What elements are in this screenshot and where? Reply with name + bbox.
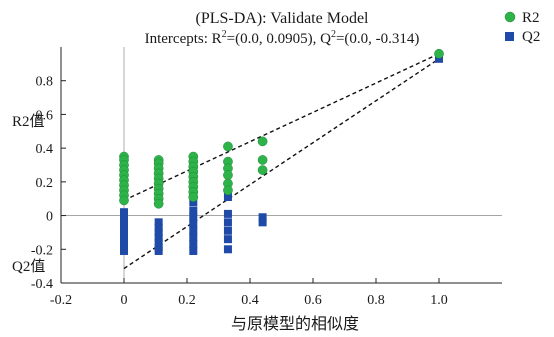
q2-point bbox=[154, 218, 163, 227]
q2-point bbox=[258, 213, 267, 222]
y-tick-label: -0.4 bbox=[31, 277, 53, 292]
q2-point bbox=[120, 223, 128, 232]
q2-point bbox=[154, 228, 163, 237]
y-tick-label: 0 bbox=[46, 210, 53, 225]
legend-q2-marker bbox=[505, 32, 514, 41]
q2-point bbox=[223, 193, 232, 202]
q2-point bbox=[189, 240, 198, 249]
fit-line-r2 bbox=[123, 53, 440, 201]
x-tick-label: 0 bbox=[121, 293, 128, 308]
subtitle-sup-1: 2 bbox=[222, 29, 227, 40]
q2-point bbox=[189, 220, 198, 228]
fit-line-q2 bbox=[123, 58, 440, 270]
y-axis-label-q2: Q2值 bbox=[12, 258, 45, 275]
q2-point bbox=[189, 226, 198, 235]
q2-point bbox=[189, 213, 198, 222]
q2-point bbox=[154, 223, 163, 232]
q2-point bbox=[120, 246, 128, 255]
q2-point bbox=[189, 233, 198, 242]
r2-point bbox=[257, 136, 268, 147]
r2-point bbox=[223, 185, 233, 196]
q2-point bbox=[223, 226, 232, 235]
q2-point bbox=[154, 233, 163, 242]
chart-title: (PLS-DA): Validate Model bbox=[195, 10, 369, 27]
legend-q2-label: Q2 bbox=[522, 29, 540, 45]
q2-point bbox=[435, 54, 443, 63]
subtitle-part-3: =(0.0, -0.314) bbox=[336, 31, 419, 47]
y-tick-label: 0.8 bbox=[36, 75, 54, 90]
x-tick-label: 1.0 bbox=[430, 293, 448, 308]
q2-point bbox=[223, 218, 232, 227]
r2-point bbox=[257, 155, 268, 165]
q2-point bbox=[120, 233, 128, 242]
legend-r2-label: R2 bbox=[522, 10, 540, 26]
q2-point bbox=[120, 238, 128, 247]
subtitle-sup-2: 2 bbox=[331, 29, 336, 40]
y-tick-label: -0.2 bbox=[31, 243, 53, 258]
q2-point bbox=[120, 208, 128, 217]
subtitle-part-2: =(0.0, 0.0905), Q bbox=[227, 31, 331, 47]
legend: R2 Q2 bbox=[504, 10, 540, 45]
y-axis-label-r2: R2值 bbox=[12, 113, 45, 130]
q2-point bbox=[120, 228, 128, 237]
subtitle-part-1: Intercepts: R bbox=[145, 31, 222, 47]
r2-point bbox=[188, 192, 199, 202]
chart-subtitle: Intercepts: R2=(0.0, 0.0905), Q2=(0.0, -… bbox=[145, 29, 420, 47]
r2-point bbox=[257, 165, 268, 175]
x-tick-label: 0.4 bbox=[241, 293, 259, 308]
q2-point bbox=[258, 218, 267, 227]
q2-point bbox=[223, 245, 232, 254]
q2-point bbox=[154, 246, 163, 255]
r2-point bbox=[153, 198, 164, 209]
q2-point bbox=[189, 246, 198, 255]
q2-point bbox=[223, 235, 232, 244]
q2-point bbox=[120, 213, 128, 222]
q2-point bbox=[189, 206, 198, 215]
r2-point bbox=[223, 170, 233, 180]
y-tick-label: 0.2 bbox=[36, 176, 54, 191]
x-tick-label: 0.6 bbox=[304, 293, 322, 308]
r2-point bbox=[223, 141, 233, 152]
q2-point bbox=[120, 218, 128, 227]
q2-point bbox=[189, 198, 198, 207]
legend-r2-marker bbox=[504, 11, 516, 23]
x-tick-label: 0.8 bbox=[367, 293, 385, 308]
y-tick-label: 0.6 bbox=[36, 108, 54, 123]
q2-point bbox=[154, 238, 163, 247]
y-tick-label: 0.4 bbox=[36, 142, 54, 157]
plot-area: -0.4-0.200.20.40.60.8-0.2 0 0.2 0.4 0.6 0.8 1.… bbox=[31, 47, 502, 308]
x-axis-label: 与原模型的相似度 bbox=[231, 315, 359, 333]
x-tick-label: -0.2 bbox=[50, 293, 72, 308]
r2-point bbox=[119, 195, 129, 206]
q2-point bbox=[223, 209, 232, 218]
r2-point bbox=[434, 48, 444, 59]
x-tick-label: 0.2 bbox=[178, 293, 196, 308]
